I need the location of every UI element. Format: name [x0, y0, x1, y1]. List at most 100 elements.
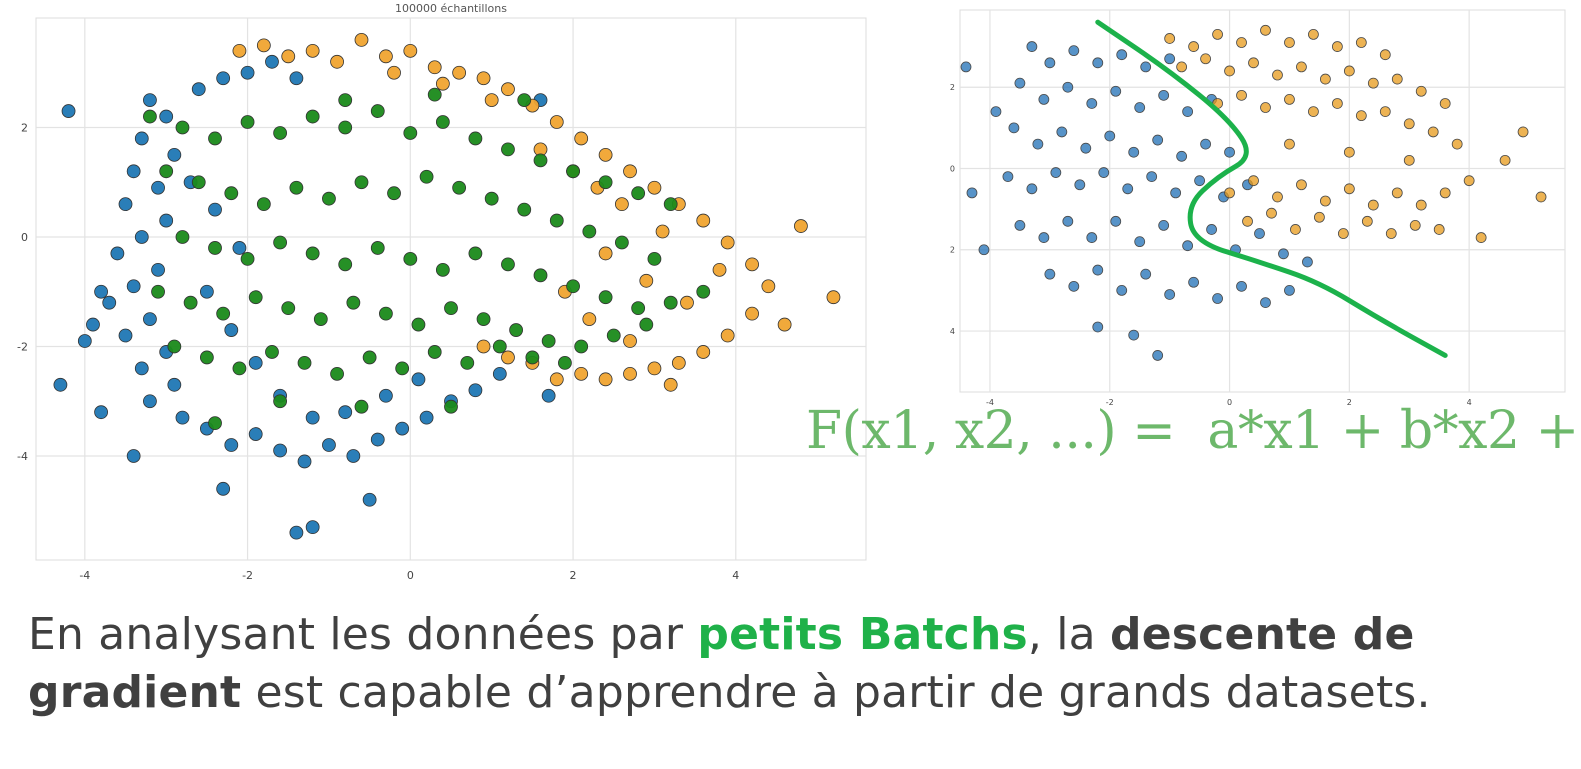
- data-point: [598, 372, 613, 387]
- data-point: [199, 350, 214, 365]
- data-point: [476, 312, 491, 327]
- data-point: [1290, 224, 1301, 235]
- data-point: [248, 356, 263, 370]
- y-tick-label: -4: [17, 450, 28, 463]
- data-point: [484, 93, 499, 108]
- data-point: [566, 279, 580, 294]
- data-point: [1278, 248, 1289, 260]
- plot-area: [959, 9, 1566, 393]
- data-point: [1164, 289, 1176, 300]
- data-point: [118, 197, 133, 212]
- data-point: [525, 350, 540, 365]
- x-tick-label: 2: [570, 569, 577, 582]
- data-point: [745, 306, 759, 321]
- decision-boundary-line: [1095, 19, 1448, 358]
- data-point: [696, 345, 711, 359]
- data-point: [1152, 350, 1164, 361]
- data-point: [794, 219, 808, 233]
- data-point: [1098, 167, 1110, 178]
- data-point: [411, 372, 426, 387]
- data-point: [403, 251, 418, 266]
- point-layer: [960, 24, 1547, 361]
- data-point: [623, 366, 637, 381]
- data-point: [1158, 219, 1170, 231]
- data-point: [663, 377, 678, 392]
- data-point: [663, 197, 678, 212]
- data-point: [159, 109, 174, 124]
- data-point: [53, 377, 68, 392]
- data-point: [387, 186, 401, 201]
- data-point: [745, 257, 759, 272]
- series-0: [53, 54, 556, 540]
- data-point: [1260, 297, 1271, 308]
- data-point: [86, 317, 100, 332]
- data-point: [582, 312, 597, 327]
- y-tick-label: 4: [950, 327, 955, 336]
- data-point: [419, 169, 434, 184]
- data-point: [1182, 240, 1194, 252]
- data-point: [1284, 94, 1295, 105]
- data-point: [427, 345, 442, 359]
- data-point: [305, 246, 320, 261]
- data-point: [574, 339, 589, 354]
- data-point: [1260, 24, 1271, 36]
- data-point: [1086, 232, 1098, 243]
- data-point: [297, 356, 312, 370]
- data-point: [476, 339, 491, 354]
- data-point: [1236, 89, 1247, 101]
- data-point: [1499, 154, 1511, 166]
- data-point: [468, 131, 483, 146]
- data-point: [452, 180, 467, 195]
- data-point: [663, 295, 678, 310]
- data-point: [501, 82, 515, 97]
- y-tick-label: 2: [21, 121, 28, 134]
- data-point: [517, 93, 532, 108]
- data-point: [134, 361, 149, 376]
- data-point: [1014, 219, 1026, 231]
- data-point: [305, 520, 320, 535]
- data-point: [639, 317, 654, 332]
- data-point: [208, 416, 222, 431]
- data-point: [362, 350, 377, 365]
- data-point: [761, 279, 776, 294]
- caption-part-3: est capable d’apprendre à partir de gran…: [241, 667, 1431, 718]
- data-point: [1361, 215, 1373, 227]
- data-point: [346, 295, 361, 310]
- data-point: [77, 334, 92, 348]
- data-point: [435, 76, 450, 91]
- data-point: [379, 49, 393, 64]
- data-point: [533, 153, 548, 168]
- y-tick-label: 2: [950, 246, 955, 255]
- data-point: [224, 323, 239, 337]
- data-point: [1056, 126, 1068, 138]
- data-point: [126, 164, 141, 179]
- data-point: [1308, 28, 1319, 40]
- data-point: [1026, 183, 1038, 195]
- data-point: [248, 290, 263, 305]
- data-point: [240, 65, 255, 80]
- data-point: [614, 197, 629, 212]
- x-tick-label: -2: [1106, 398, 1114, 407]
- x-tick-label: 0: [1227, 398, 1232, 407]
- data-point: [126, 449, 141, 463]
- data-point: [435, 115, 450, 129]
- data-point: [517, 202, 532, 217]
- data-point: [1038, 232, 1050, 243]
- x-tick-label: 4: [1467, 398, 1472, 407]
- data-point: [1104, 130, 1116, 142]
- data-point: [509, 323, 523, 337]
- data-point: [631, 301, 646, 316]
- data-point: [1164, 33, 1176, 44]
- data-point: [966, 187, 978, 199]
- y-tick-label: 0: [21, 231, 28, 244]
- data-point: [305, 410, 320, 425]
- data-point: [1236, 37, 1247, 48]
- chart-title: 100000 échantillons: [395, 2, 507, 15]
- data-point: [175, 410, 190, 425]
- data-point: [1284, 138, 1295, 150]
- data-point: [444, 301, 458, 316]
- data-point: [281, 49, 296, 64]
- x-tick-label: -2: [242, 569, 253, 582]
- left-scatter-chart: -4 -2 0 2 4 2 0 -2 -4 100000 échantillons: [17, 2, 867, 582]
- data-point: [256, 197, 271, 212]
